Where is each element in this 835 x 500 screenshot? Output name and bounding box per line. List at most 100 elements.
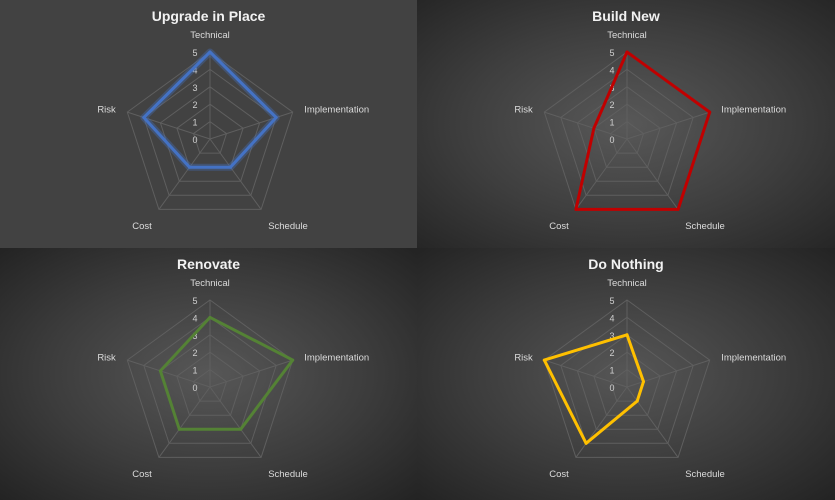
radial-tick-label: 1 xyxy=(609,366,614,376)
axis-spoke xyxy=(158,138,211,210)
grid-ring xyxy=(609,120,645,154)
category-label-implementation: Implementation xyxy=(721,104,786,115)
axis-spoke xyxy=(209,386,262,458)
series-line xyxy=(574,50,712,211)
radar-chart-do-nothing: 0 1 2 3 4 5 Technical Implementation Schedule Cos… xyxy=(514,278,786,480)
radial-tick-label: 3 xyxy=(192,83,197,93)
data-point-technical xyxy=(208,315,212,319)
axis-spoke xyxy=(544,359,628,388)
category-label-schedule: Schedule xyxy=(685,221,725,232)
radial-tick-label: 2 xyxy=(609,348,614,358)
radial-tick-label: 5 xyxy=(609,48,614,58)
radial-tick-label: 2 xyxy=(192,100,197,110)
grid-ring xyxy=(593,351,661,416)
chart-panel-renovate: Renovate 0 1 2 3 4 5 Technical Implementation Sc… xyxy=(0,248,417,500)
category-label-schedule: Schedule xyxy=(685,469,725,480)
grid-ring xyxy=(126,299,294,458)
series-line xyxy=(142,50,278,169)
radar-chart-upgrade-in-place: 0 1 2 3 4 5 Technical Implementation Schedule Cos… xyxy=(97,30,369,232)
data-point-technical xyxy=(625,50,629,54)
axis-spoke xyxy=(575,138,628,210)
data-point-implementation xyxy=(291,358,295,362)
grid-ring xyxy=(126,51,294,210)
radial-tick-label: 5 xyxy=(192,48,197,58)
axis-spoke xyxy=(626,111,710,140)
radial-tick-label: 4 xyxy=(192,65,197,75)
category-label-implementation: Implementation xyxy=(304,104,369,115)
data-point-schedule xyxy=(635,399,639,403)
radial-tick-label: 5 xyxy=(609,296,614,306)
radial-tick-label: 0 xyxy=(609,383,614,393)
axis-spoke xyxy=(209,138,262,210)
radial-tick-label: 0 xyxy=(192,135,197,145)
category-label-cost: Cost xyxy=(549,469,569,480)
category-label-cost: Cost xyxy=(132,469,152,480)
radial-tick-label: 1 xyxy=(609,118,614,128)
axis-spoke xyxy=(158,386,211,458)
radial-tick-label: 4 xyxy=(609,65,614,75)
chart-panel-build-new: Build New 0 1 2 3 4 5 Technical Implementation S… xyxy=(417,0,835,248)
data-point-technical xyxy=(625,333,629,337)
grid-ring xyxy=(176,351,244,416)
axis-spoke xyxy=(575,386,628,458)
radar-chart-build-new: 012345TechnicalImplementationScheduleCos… xyxy=(514,30,786,232)
chart-title: Upgrade in Place xyxy=(151,8,266,24)
radial-tick-label: 0 xyxy=(192,383,197,393)
radial-tick-label: 4 xyxy=(192,313,197,323)
grid-ring xyxy=(560,316,694,444)
radial-tick-label: 2 xyxy=(609,100,614,110)
category-label-risk: Risk xyxy=(97,104,116,115)
data-point-risk xyxy=(158,369,162,373)
data-point-schedule xyxy=(229,165,232,169)
axis-spoke xyxy=(626,386,679,458)
radial-tick-label: 5 xyxy=(192,296,197,306)
category-label-schedule: Schedule xyxy=(268,221,308,232)
category-label-technical: Technical xyxy=(190,30,230,41)
radial-tick-label: 1 xyxy=(192,118,197,128)
radar-chart-renovate: 0 1 2 3 4 5 Technical Implementation Schedule Cos… xyxy=(97,278,369,480)
axis-spoke xyxy=(127,359,211,388)
axis-spoke xyxy=(209,111,293,140)
grid-ring xyxy=(192,120,228,154)
data-point-cost xyxy=(188,165,191,169)
axis-spoke xyxy=(626,138,679,210)
category-label-cost: Cost xyxy=(549,221,569,232)
category-label-technical: Technical xyxy=(607,30,647,41)
data-point-cost xyxy=(574,207,578,211)
category-label-implementation: Implementation xyxy=(721,352,786,363)
data-point-risk xyxy=(142,116,146,119)
data-point-implementation xyxy=(708,110,712,114)
data-point-schedule xyxy=(239,427,243,431)
radial-tick-label: 2 xyxy=(192,348,197,358)
category-label-risk: Risk xyxy=(97,352,116,363)
grid-ring xyxy=(143,316,277,444)
data-point-schedule xyxy=(676,207,680,211)
axis-spoke xyxy=(544,111,628,140)
category-label-technical: Technical xyxy=(190,278,230,289)
grid-ring xyxy=(159,86,261,182)
category-label-technical: Technical xyxy=(607,278,647,289)
category-label-risk: Risk xyxy=(514,352,533,363)
data-point-risk xyxy=(542,358,546,362)
radial-tick-label: 3 xyxy=(609,331,614,341)
grid-ring xyxy=(576,334,678,430)
radial-tick-label: 4 xyxy=(609,313,614,323)
grid-ring xyxy=(543,299,711,458)
chart-panel-do-nothing: Do Nothing 0 1 2 3 4 5 Technical Implementation… xyxy=(417,248,835,500)
category-label-implementation: Implementation xyxy=(304,352,369,363)
data-point-cost xyxy=(584,441,588,445)
category-label-risk: Risk xyxy=(514,104,533,115)
data-point-cost xyxy=(177,427,181,431)
grid-ring xyxy=(560,68,694,196)
axis-spoke xyxy=(209,359,293,388)
category-label-schedule: Schedule xyxy=(268,469,308,480)
axis-spoke xyxy=(626,359,710,388)
axis-spoke xyxy=(127,111,211,140)
data-point-technical xyxy=(208,50,212,54)
grid-ring xyxy=(576,86,678,182)
grid-ring xyxy=(192,368,228,402)
grid-ring xyxy=(593,103,661,168)
data-point-risk xyxy=(592,126,596,130)
grid-ring xyxy=(143,68,277,196)
